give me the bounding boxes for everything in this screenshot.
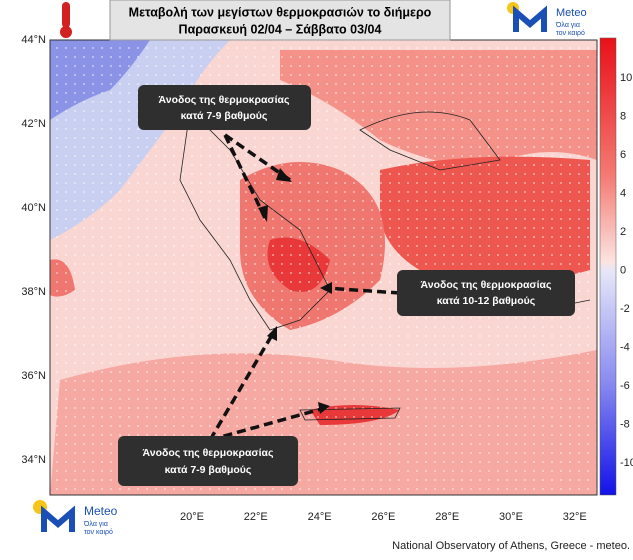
annotation: Άνοδος της θερμοκρασίας: [421, 279, 552, 291]
title-box: [109, 0, 451, 41]
longitude-label: 32°E: [563, 511, 587, 523]
logo-mark: [41, 505, 75, 532]
thermometer-bulb: [60, 26, 72, 38]
annotation: κατά 10-12 βαθμούς: [437, 295, 536, 307]
latitude-label: 40°N: [21, 202, 46, 214]
colorbar: [599, 37, 617, 496]
annotation: κατά 7-9 βαθμούς: [181, 110, 268, 122]
colorbar-label: 10: [620, 72, 632, 84]
footer: National Observatory of Athens, Greece -…: [392, 540, 630, 552]
latitude-label: 42°N: [21, 118, 46, 130]
colorbar-label: 6: [620, 149, 626, 161]
longitude-label: 24°E: [308, 511, 332, 523]
annotation-box: [138, 85, 311, 130]
logo-box: [505, 2, 595, 38]
annotation-box: [397, 270, 575, 316]
subtitle: Παρασκευή 02/04 – Σάββατο 03/04: [179, 22, 382, 36]
thermometer-icon: [62, 2, 70, 28]
annotation: Άνοδος της θερμοκρασίας: [143, 447, 274, 459]
logo-name: Meteo: [556, 7, 587, 19]
longitude-label: 26°E: [371, 511, 395, 523]
logo-tagline: τον καιρό: [556, 29, 585, 37]
logo-name: Meteo: [84, 504, 118, 518]
colorbar-label: -10: [620, 457, 633, 469]
colorbar-label: -8: [620, 418, 630, 430]
latitude-label: 36°N: [21, 370, 46, 382]
longitude-label: 20°E: [180, 511, 204, 523]
logo-tagline: Όλα για: [555, 22, 580, 29]
latitude-label: 34°N: [21, 454, 46, 466]
annotation: Άνοδος της θερμοκρασίας: [159, 94, 290, 106]
colorbar-label: 4: [620, 187, 626, 199]
logo-tagline: Όλα για: [83, 521, 108, 528]
latitude-label: 38°N: [21, 286, 46, 298]
latitude-label: 44°N: [21, 34, 46, 46]
longitude-label: 28°E: [435, 511, 459, 523]
colorbar-label: -6: [620, 380, 630, 392]
title: Μεταβολή των μεγίστων θερμοκρασιών το δι…: [129, 5, 432, 19]
colorbar-label: 8: [620, 110, 626, 122]
logo-tagline: τον καιρό: [84, 528, 113, 536]
arrows: [208, 133, 401, 442]
arrow-heads: [258, 168, 332, 414]
annotation-box: [118, 436, 298, 486]
annotation: κατά 7-9 βαθμούς: [165, 464, 252, 476]
longitude-label: 30°E: [499, 511, 523, 523]
longitude-label: 22°E: [244, 511, 268, 523]
logo-mark: [513, 5, 547, 32]
colorbar-label: 0: [620, 264, 626, 276]
colorbar-label: -4: [620, 341, 630, 353]
colorbar-label: -2: [620, 303, 630, 315]
colorbar-label: 2: [620, 226, 626, 238]
map: [49, 39, 598, 496]
